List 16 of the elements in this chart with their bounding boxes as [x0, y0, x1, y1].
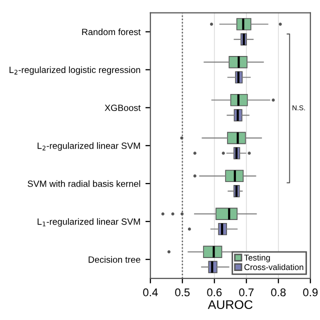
legend-label: Cross-validation — [244, 264, 304, 270]
y-tick-label: Decision tree — [88, 256, 140, 263]
x-tick-label: 0.9 — [303, 288, 318, 296]
y-tick-label: L$_{2}$-regularized linear SVM — [38, 142, 140, 151]
x-tick-label: 0.6 — [207, 288, 222, 296]
x-tick-label: 0.7 — [239, 288, 254, 296]
x-axis-title: AUROC — [208, 300, 252, 310]
y-tick-label: L$_{1}$-regularized linear SVM — [38, 218, 140, 227]
y-tick-label: SVM with radial basis kernel — [28, 180, 140, 187]
y-tick-label: Random forest — [82, 28, 141, 36]
legend-label: Testing — [244, 254, 270, 262]
x-tick-label: 0.8 — [271, 288, 286, 296]
x-tick-label: 0.5 — [175, 288, 190, 296]
x-tick-label: 0.4 — [143, 288, 158, 296]
y-tick-label: L$_{2}$-regularized logistic regression — [10, 66, 140, 75]
y-tick-label: XGBoost — [104, 104, 141, 112]
